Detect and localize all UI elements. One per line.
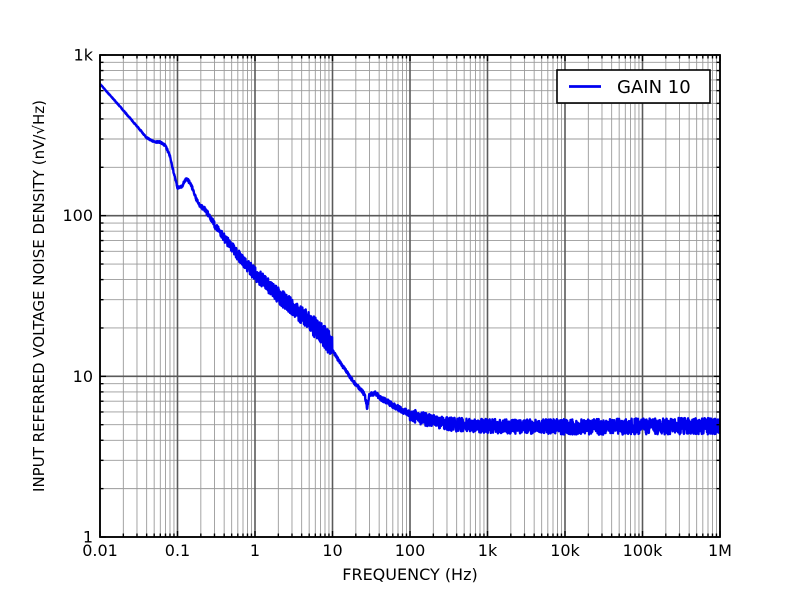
x-tick-label: 100 bbox=[395, 541, 426, 560]
x-tick-label: 0.1 bbox=[165, 541, 190, 560]
x-axis-title: FREQUENCY (Hz) bbox=[342, 565, 477, 584]
grid-major-lines bbox=[99, 54, 721, 538]
legend-label: GAIN 10 bbox=[617, 77, 691, 98]
y-tick-label: 1 bbox=[83, 528, 93, 547]
x-tick-label: 1 bbox=[250, 541, 260, 560]
y-tick-label: 100 bbox=[62, 206, 93, 225]
legend: GAIN 10 bbox=[556, 69, 711, 104]
x-tick-label: 1k bbox=[478, 541, 498, 560]
y-tick-label: 1k bbox=[74, 46, 94, 65]
y-axis-title: INPUT REFERRED VOLTAGE NOISE DENSITY (nV… bbox=[30, 100, 48, 492]
axis-tick-labels: 0.01 0.1 1 10 100 1k 10k 100k 1M 1 10 100 1k bbox=[62, 46, 732, 561]
axis-ticks bbox=[99, 54, 721, 538]
x-tick-label: 0.01 bbox=[82, 541, 118, 560]
noise-curve bbox=[100, 82, 720, 436]
x-tick-label: 100k bbox=[623, 541, 664, 560]
y-tick-label: 10 bbox=[73, 367, 93, 386]
x-tick-label: 1M bbox=[708, 541, 732, 560]
x-tick-label: 10 bbox=[322, 541, 342, 560]
x-tick-label: 10k bbox=[550, 541, 580, 560]
